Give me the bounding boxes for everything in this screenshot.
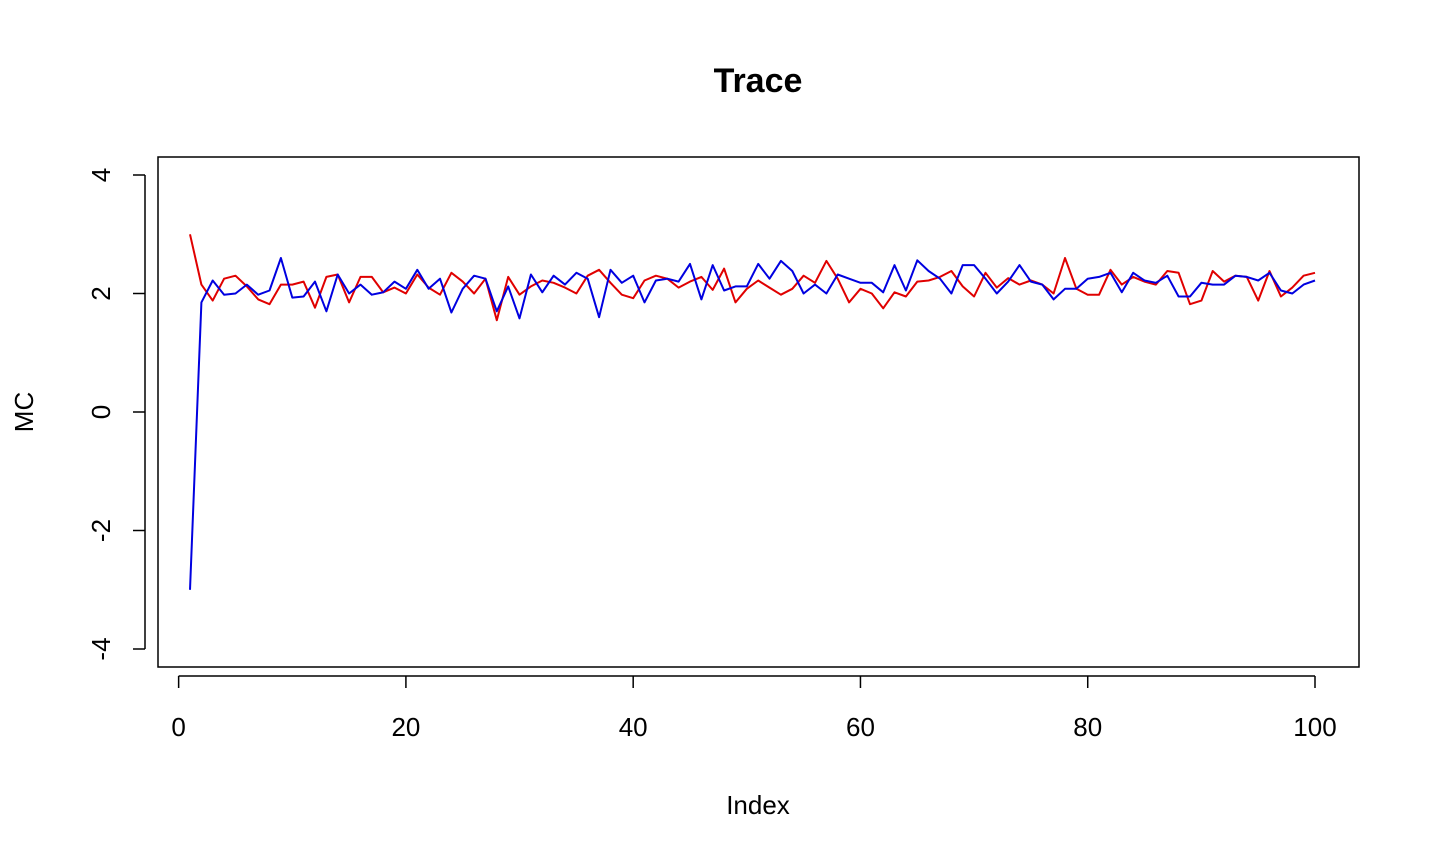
y-tick-label: 4 <box>86 168 116 182</box>
x-tick-label: 20 <box>391 712 420 742</box>
y-tick-label: -2 <box>86 519 116 542</box>
x-axis: 0 20 40 60 80 100 <box>171 675 1337 742</box>
series-line-2 <box>189 257 1316 590</box>
x-tick-label: 80 <box>1073 712 1102 742</box>
x-tick-label: 40 <box>619 712 648 742</box>
chart-title: Trace <box>714 62 803 100</box>
series-layer <box>189 234 1316 590</box>
y-tick-label: -4 <box>86 637 116 660</box>
x-tick-label: 0 <box>171 712 185 742</box>
x-tick-label: 100 <box>1293 712 1336 742</box>
x-tick-label: 60 <box>846 712 875 742</box>
y-tick-label: 2 <box>86 286 116 300</box>
x-axis-label: Index <box>726 790 790 820</box>
y-tick-label: 0 <box>86 405 116 419</box>
y-axis-label: MC <box>9 392 39 432</box>
plot-frame <box>157 156 1360 668</box>
y-axis: -4 -2 0 2 4 <box>86 168 146 661</box>
